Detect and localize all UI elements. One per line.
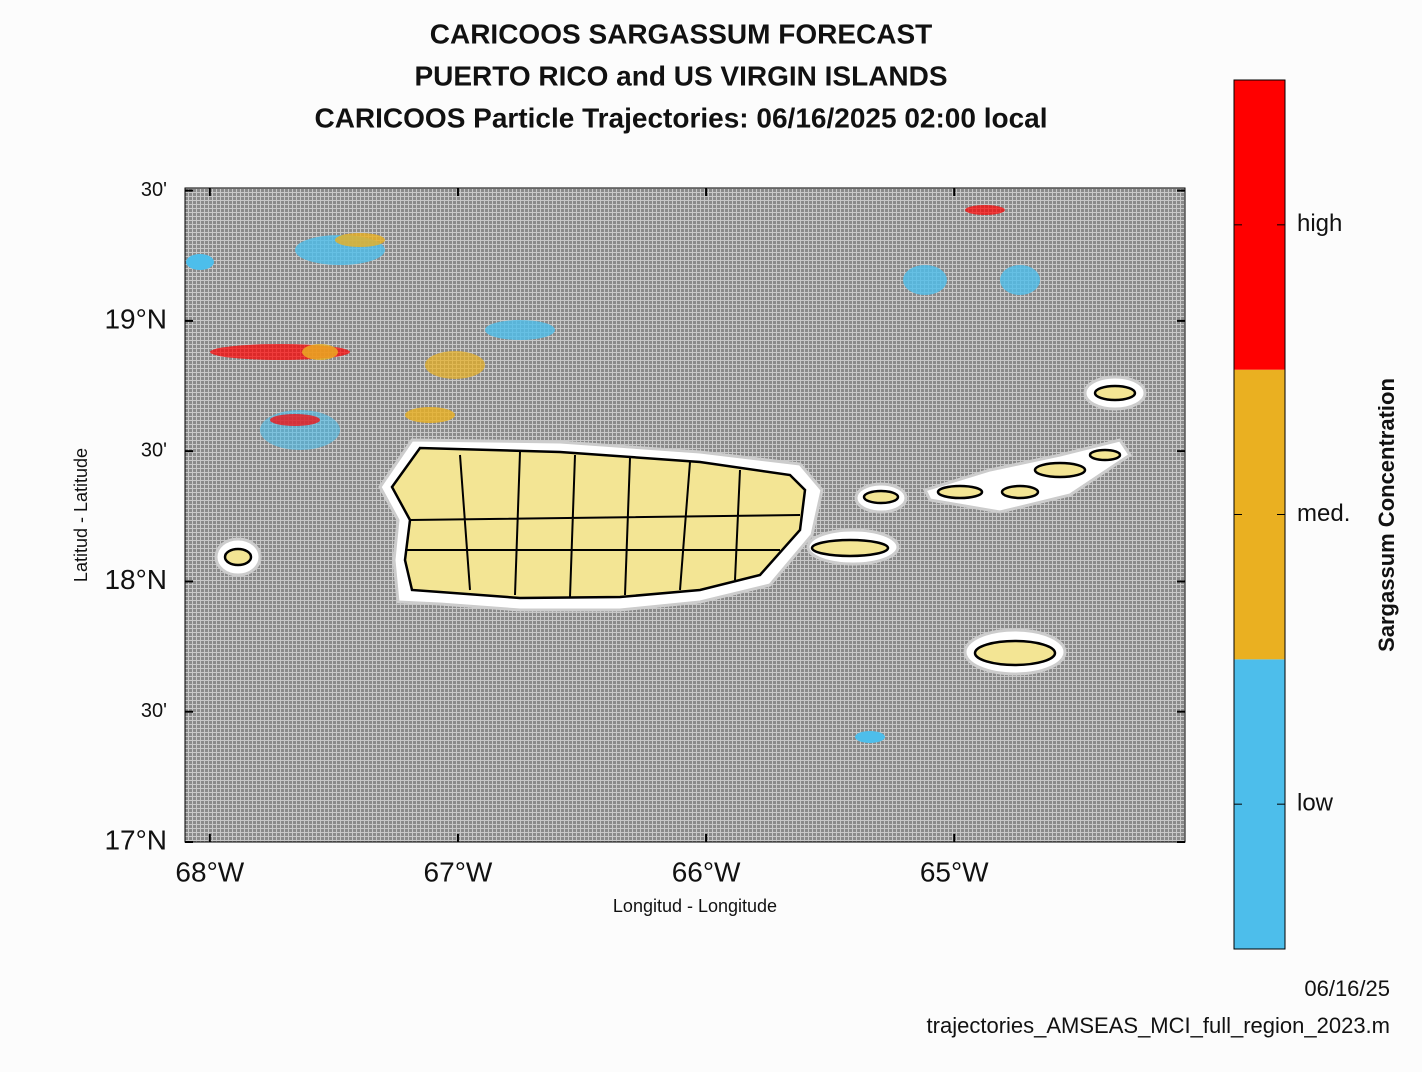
- colorbar-tick-label: high: [1297, 210, 1342, 237]
- sargassum-patches: [186, 205, 1040, 743]
- colorbar-segment: [1234, 369, 1285, 660]
- y-tick-label: 30': [141, 439, 167, 461]
- x-tick-label: 66°W: [672, 856, 741, 887]
- footer-date: 06/16/25: [1304, 976, 1390, 1001]
- x-tick-label: 68°W: [175, 856, 244, 887]
- y-axis-label: Latitud - Latitude: [71, 448, 91, 582]
- x-axis-label: Longitud - Longitude: [613, 896, 777, 916]
- land: [214, 375, 1147, 676]
- footer-script: trajectories_AMSEAS_MCI_full_region_2023…: [927, 1013, 1390, 1038]
- colorbar-outline: [1233, 79, 1286, 950]
- y-tick-label: 30': [141, 179, 167, 201]
- title-line: CARICOOS Particle Trajectories: 06/16/20…: [314, 102, 1047, 133]
- y-tick-label: 19°N: [104, 303, 167, 334]
- colorbar-tick-label: low: [1297, 790, 1334, 817]
- colorbar-segment: [1234, 80, 1285, 370]
- title-line: PUERTO RICO and US VIRGIN ISLANDS: [414, 60, 947, 91]
- colorbar-segment: [1234, 659, 1285, 949]
- colorbar-tick-label: med.: [1297, 500, 1350, 527]
- x-tick-label: 65°W: [920, 856, 989, 887]
- y-tick-label: 17°N: [104, 824, 167, 855]
- map-frame: [184, 187, 1186, 843]
- x-tick-label: 67°W: [424, 856, 493, 887]
- colorbar-label: Sargassum Concentration: [1374, 378, 1399, 652]
- y-tick-label: 30': [141, 700, 167, 722]
- y-tick-label: 18°N: [104, 564, 167, 595]
- title-line: CARICOOS SARGASSUM FORECAST: [430, 18, 932, 49]
